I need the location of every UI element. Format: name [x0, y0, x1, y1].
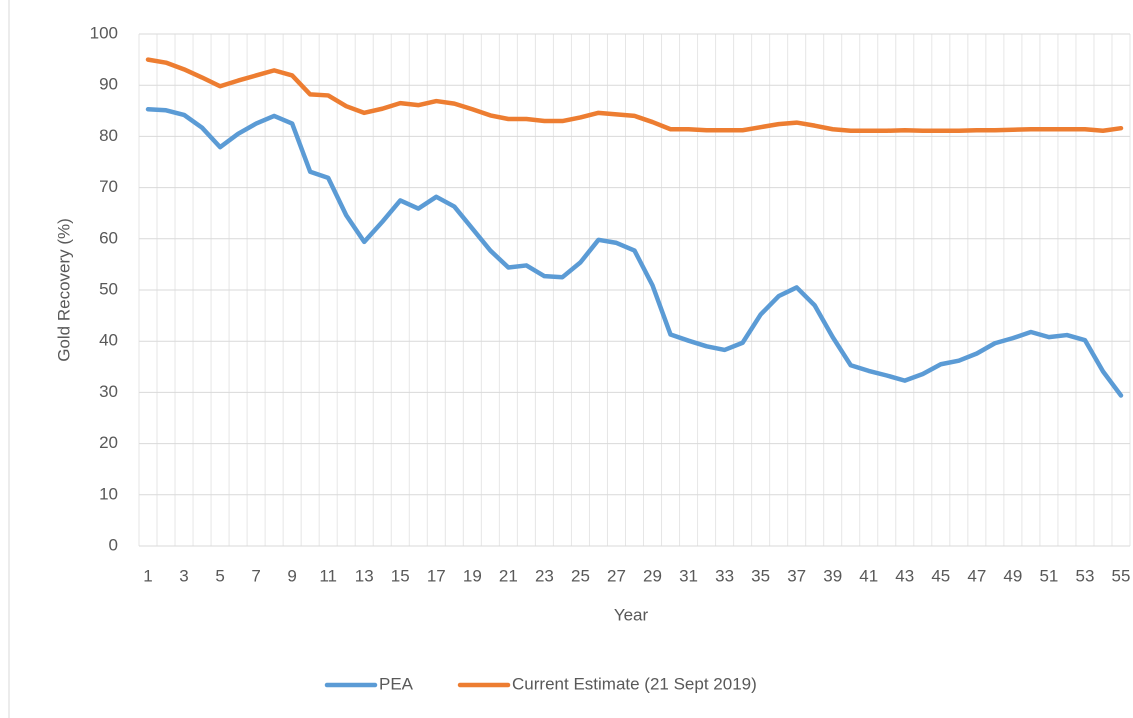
- x-tick-label: 1: [143, 566, 152, 585]
- x-tick-label: 9: [287, 566, 296, 585]
- y-tick-label: 0: [109, 535, 118, 554]
- x-tick-label: 19: [463, 566, 482, 585]
- x-tick-label: 29: [643, 566, 662, 585]
- x-tick-label: 27: [607, 566, 626, 585]
- x-tick-label: 21: [499, 566, 518, 585]
- x-tick-label: 51: [1039, 566, 1058, 585]
- series-line: [145, 107, 1124, 398]
- y-axis-title: Gold Recovery (%): [54, 218, 73, 362]
- legend-label: Current Estimate (21 Sept 2019): [512, 674, 757, 693]
- y-tick-label: 10: [99, 484, 118, 503]
- x-tick-label: 49: [1003, 566, 1022, 585]
- x-tick-label: 3: [179, 566, 188, 585]
- x-tick-label: 7: [251, 566, 260, 585]
- x-tick-label: 25: [571, 566, 590, 585]
- x-tick-label: 41: [859, 566, 878, 585]
- x-tick-label: 35: [751, 566, 770, 585]
- x-tick-label: 55: [1112, 566, 1131, 585]
- y-tick-label: 50: [99, 279, 118, 298]
- y-tick-label: 100: [90, 23, 118, 42]
- y-tick-label: 40: [99, 331, 118, 350]
- x-tick-label: 13: [355, 566, 374, 585]
- x-tick-label: 53: [1075, 566, 1094, 585]
- x-tick-label: 37: [787, 566, 806, 585]
- y-tick-label: 60: [99, 228, 118, 247]
- y-tick-label: 90: [99, 75, 118, 94]
- x-tick-label: 15: [391, 566, 410, 585]
- x-tick-label: 47: [967, 566, 986, 585]
- y-tick-label: 30: [99, 382, 118, 401]
- x-tick-label: 5: [215, 566, 224, 585]
- x-tick-label: 17: [427, 566, 446, 585]
- x-tick-label: 11: [319, 566, 337, 585]
- legend-label: PEA: [379, 674, 414, 693]
- x-tick-label: 23: [535, 566, 554, 585]
- x-tick-label: 43: [895, 566, 914, 585]
- y-tick-label: 20: [99, 433, 118, 452]
- x-tick-label: 39: [823, 566, 842, 585]
- x-tick-label: 33: [715, 566, 734, 585]
- y-tick-label: 70: [99, 177, 118, 196]
- y-tick-label: 80: [99, 126, 118, 145]
- series-line: [145, 57, 1124, 134]
- x-axis-title: Year: [614, 605, 649, 624]
- x-tick-label: 45: [931, 566, 950, 585]
- x-tick-label: 31: [679, 566, 698, 585]
